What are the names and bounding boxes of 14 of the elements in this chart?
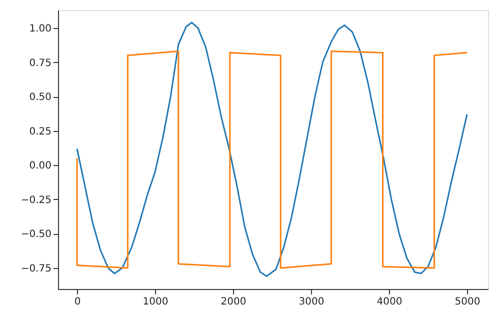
y-tick-label: −0.50 [20,229,52,240]
x-tick-label: 3000 [298,296,324,308]
y-tick-label: −0.25 [20,194,52,206]
y-tick-label: 0.75 [29,58,52,69]
y-tick-label: 0.50 [29,92,52,104]
x-tick-label: 0 [74,296,81,308]
x-tick-label: 5000 [454,296,480,308]
x-tick-label: 1000 [142,296,168,308]
y-tick-label: 1.00 [29,23,52,34]
y-tick-label: 0.25 [29,126,52,138]
y-tick-label: −0.75 [20,264,52,275]
x-tick-label: 4000 [376,296,402,308]
x-tick-label: 2000 [220,296,246,308]
y-tick-label: 0.00 [29,160,52,172]
